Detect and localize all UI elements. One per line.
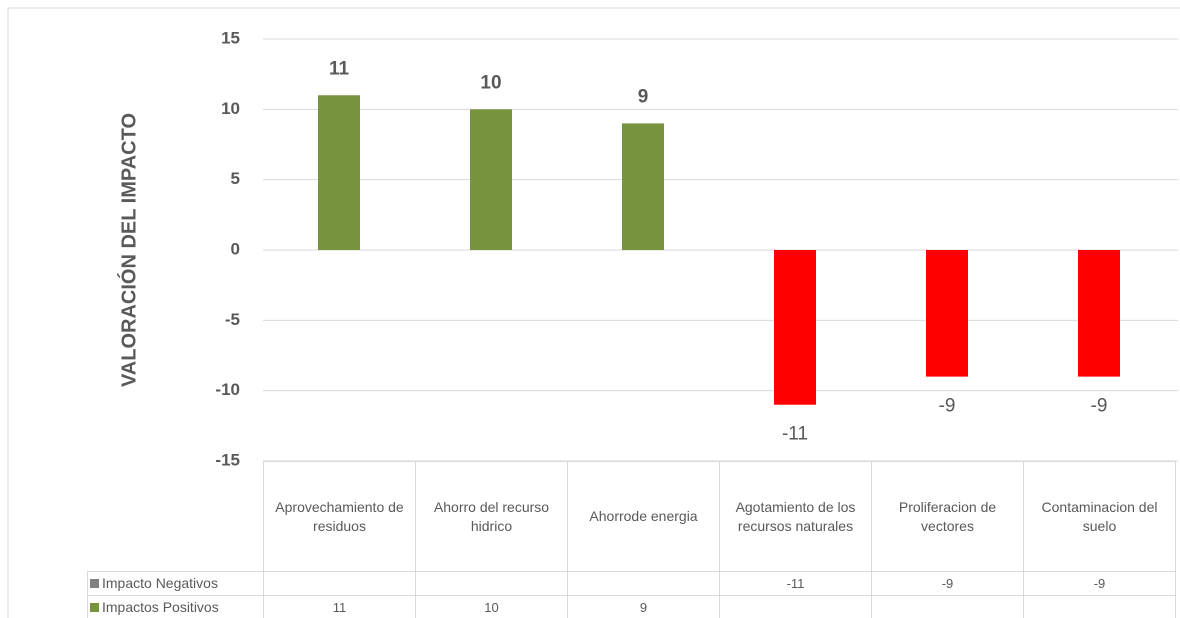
y-tick-label: 5 [231, 169, 240, 188]
x-tick-label: Agotamiento de los recursos naturales [719, 461, 872, 572]
y-tick-label: 15 [221, 28, 240, 47]
bar [622, 123, 664, 250]
y-tick-label: 0 [231, 239, 240, 258]
bar [1078, 250, 1120, 377]
x-tick-label: Ahorrode energia [567, 461, 720, 572]
y-tick-label: -15 [215, 450, 240, 469]
bar [470, 109, 512, 250]
table-cell: 9 [567, 595, 720, 618]
y-tick-label: -5 [225, 310, 240, 329]
table-cell [567, 571, 720, 596]
bar [926, 250, 968, 377]
data-label: 9 [638, 86, 649, 107]
x-tick-label: Proliferacion de vectores [871, 461, 1024, 572]
table-cell [719, 595, 872, 618]
y-axis-title: VALORACIÓN DEL IMPACTO [116, 113, 140, 387]
table-cell [263, 571, 416, 596]
data-label: -9 [1091, 396, 1108, 417]
x-tick-label: Contaminacion del suelo [1023, 461, 1176, 572]
table-cell: 10 [415, 595, 568, 618]
data-label: 10 [480, 72, 501, 93]
legend-label: Impactos Positivos [102, 599, 219, 616]
x-tick-label: Ahorro del recurso hidrico [415, 461, 568, 572]
legend-entry: Impactos Positivos [87, 595, 264, 618]
data-label: -11 [782, 424, 808, 445]
legend-key [90, 579, 99, 588]
table-cell [415, 571, 568, 596]
y-tick-label: 10 [221, 99, 240, 118]
table-cell: -11 [719, 571, 872, 596]
bar [774, 250, 816, 405]
table-cell: -9 [1023, 571, 1176, 596]
table-cell [1023, 595, 1176, 618]
y-tick-label: -10 [215, 380, 240, 399]
table-cell: 11 [263, 595, 416, 618]
legend-entry: Impacto Negativos [87, 571, 264, 596]
data-label: -9 [939, 396, 956, 417]
table-cell: -9 [871, 571, 1024, 596]
x-tick-label: Aprovechamiento de residuos [263, 461, 416, 572]
table-cell [871, 595, 1024, 618]
data-label: 11 [329, 58, 350, 79]
legend-label: Impacto Negativos [102, 575, 218, 592]
legend-key [90, 603, 99, 612]
bar [318, 95, 360, 251]
